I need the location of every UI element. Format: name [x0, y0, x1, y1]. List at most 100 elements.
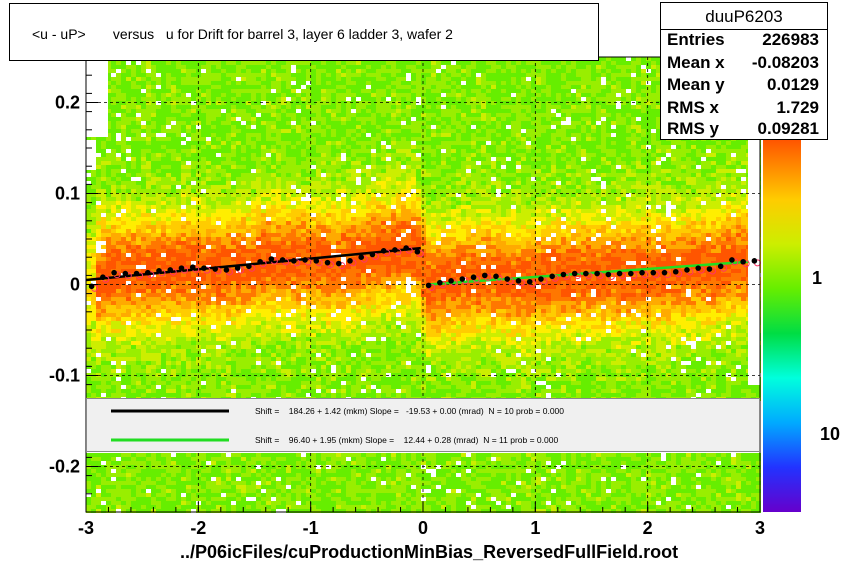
- profile-point: [515, 278, 522, 284]
- profile-point: [616, 270, 623, 277]
- stats-label: Entries: [667, 30, 725, 50]
- colorbar-label-low: 10: [820, 424, 840, 444]
- profile-point: [111, 269, 117, 276]
- profile-point: [246, 263, 252, 270]
- legend-text-black: Shift = 184.26 + 1.42 (mkm) Slope = -19.…: [255, 406, 564, 416]
- fit-legend: Shift = 184.26 + 1.42 (mkm) Slope = -19.…: [86, 398, 760, 452]
- stats-label: RMS y: [667, 119, 719, 139]
- profile-point: [403, 245, 409, 251]
- profile-point: [650, 269, 657, 276]
- stats-value: 0.09281: [758, 119, 819, 139]
- x-tick-label: -3: [78, 518, 94, 538]
- profile-point: [560, 271, 567, 278]
- profile-point: [156, 268, 162, 274]
- profile-point: [717, 263, 724, 270]
- profile-point: [706, 266, 713, 272]
- profile-point: [257, 258, 263, 265]
- profile-point: [470, 274, 477, 281]
- profile-point: [279, 257, 286, 263]
- profile-point: [212, 266, 218, 272]
- profile-point: [639, 269, 645, 276]
- x-axis-title: ../P06icFiles/cuProductionMinBias_Revers…: [180, 542, 678, 563]
- x-tick-label: 1: [530, 518, 540, 538]
- profile-point: [740, 258, 746, 265]
- stats-value: -0.08203: [752, 53, 819, 73]
- profile-point: [538, 276, 544, 282]
- profile-point: [302, 257, 308, 263]
- profile-point: [695, 265, 702, 271]
- profile-point: [481, 272, 488, 279]
- profile-point: [459, 276, 466, 282]
- title-box: <u - uP> versus u for Drift for barrel 3…: [9, 3, 599, 61]
- profile-point: [335, 260, 342, 267]
- profile-point: [178, 265, 185, 271]
- profile-point: [189, 264, 196, 271]
- stats-label: Mean x: [667, 53, 725, 73]
- stats-value: 1.729: [776, 98, 819, 118]
- profile-point: [583, 270, 589, 277]
- profile-point: [380, 248, 387, 254]
- x-tick-label: 0: [418, 518, 428, 538]
- profile-point: [369, 251, 376, 258]
- profile-point: [392, 247, 398, 253]
- profile-point: [684, 267, 690, 273]
- profile-point: [100, 274, 106, 281]
- stats-value: 0.0129: [767, 75, 819, 95]
- profile-point: [605, 271, 612, 278]
- profile-point: [594, 270, 600, 277]
- profile-point: [504, 276, 511, 282]
- y-tick-label: 0: [70, 275, 80, 295]
- profile-point: [234, 265, 241, 271]
- profile-point: [313, 258, 320, 264]
- x-tick-label: -1: [303, 518, 319, 538]
- fit-green-line: [428, 260, 749, 286]
- fit-black-line: [85, 246, 421, 282]
- y-tick-label: -0.2: [49, 457, 80, 477]
- legend-swatches: [111, 409, 229, 442]
- profile-point: [751, 258, 758, 264]
- profile-point: [549, 273, 555, 280]
- stats-label: RMS x: [667, 98, 719, 118]
- y-tick-label: -0.1: [49, 366, 80, 386]
- profile-point: [425, 282, 432, 289]
- profile-point: [201, 265, 207, 271]
- profile-point: [324, 259, 331, 266]
- x-tick-label: -2: [190, 518, 206, 538]
- stats-histogram-name: duuP6203: [661, 7, 827, 27]
- profile-point: [167, 267, 174, 273]
- profile-point: [122, 270, 129, 277]
- profile-point: [223, 267, 230, 273]
- profile-points: [88, 245, 761, 292]
- stats-value: 226983: [762, 30, 819, 50]
- legend-text-green: Shift = 96.40 + 1.95 (mkm) Slope = 12.44…: [255, 435, 558, 445]
- y-tick-label: 0.2: [55, 93, 80, 113]
- profile-point: [661, 269, 668, 276]
- y-tick-label: 0.1: [55, 184, 80, 204]
- profile-point: [729, 257, 735, 263]
- profile-point: [493, 273, 499, 280]
- profile-point: [437, 279, 443, 286]
- fit-lines: [85, 246, 749, 286]
- stats-label: Mean y: [667, 75, 725, 95]
- profile-point: [144, 269, 151, 276]
- stats-divider: [661, 29, 827, 30]
- x-tick-label: 2: [643, 518, 653, 538]
- profile-point: [268, 256, 275, 262]
- profile-point: [414, 248, 421, 255]
- profile-point: [448, 278, 454, 284]
- profile-point: [672, 268, 679, 275]
- axes: -3 -2 -1 0 1 2 3 0.2 0.1 0 -0.1 -0.2: [49, 56, 765, 538]
- profile-point: [291, 258, 297, 264]
- profile-point: [133, 270, 140, 277]
- profile-point: [571, 270, 578, 277]
- colorbar-label-mid: 1: [812, 268, 822, 288]
- x-tick-label: 3: [755, 518, 765, 538]
- colorbar: [763, 140, 801, 512]
- profile-point: [526, 278, 533, 285]
- stats-box: duuP6203 Entries 226983 Mean x -0.08203 …: [660, 2, 828, 140]
- profile-point: [358, 254, 365, 260]
- profile-point: [628, 270, 634, 277]
- chart-title: <u - uP> versus u for Drift for barrel 3…: [32, 26, 453, 42]
- profile-point: [347, 258, 353, 264]
